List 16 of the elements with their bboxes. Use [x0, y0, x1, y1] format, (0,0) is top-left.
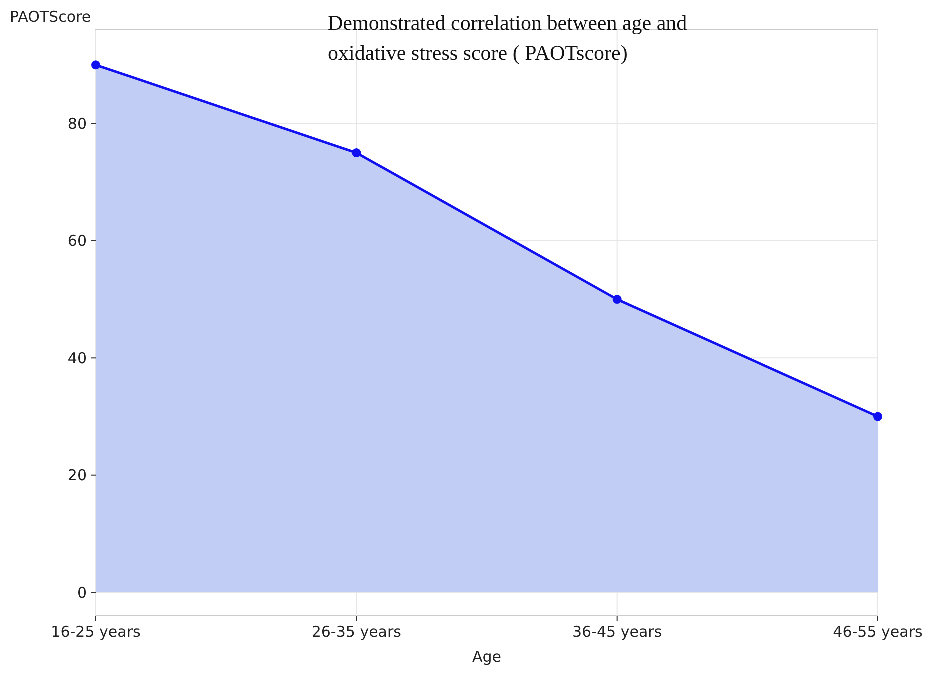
x-tick-label: 16-25 years — [51, 623, 141, 641]
y-tick-label: 80 — [68, 115, 87, 134]
y-tick-label: 60 — [68, 232, 87, 250]
x-tick-label: 26-35 years — [312, 623, 402, 641]
y-tick-label: 20 — [68, 466, 87, 485]
point — [92, 60, 100, 70]
x-tick-label: 46-55 years — [833, 623, 923, 641]
y-axis-title: PAOTScore — [10, 8, 92, 26]
point — [612, 295, 622, 304]
point — [352, 148, 362, 158]
x-axis-title: Age — [472, 648, 502, 666]
chart-title: Demonstrated correlation between age and oxidative stress score ( PAOTscore) — [328, 10, 688, 67]
y-tick-label: 40 — [68, 349, 87, 368]
x-tick-label: 36-45 years — [572, 623, 662, 641]
point — [874, 412, 882, 422]
y-tick-label: 0 — [77, 584, 87, 602]
